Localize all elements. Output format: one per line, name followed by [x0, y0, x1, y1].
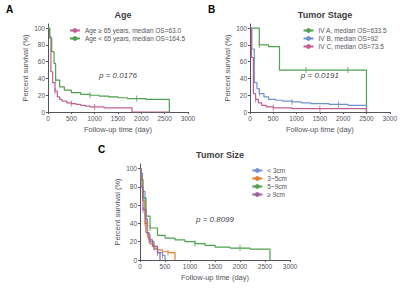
svg-text:IV A, median OS=633.5: IV A, median OS=633.5	[319, 27, 387, 34]
svg-text:A: A	[6, 4, 13, 15]
svg-text:p = 0.0176: p = 0.0176	[98, 71, 138, 80]
svg-text:0: 0	[133, 257, 137, 264]
svg-text:≥ 9cm: ≥ 9cm	[267, 191, 285, 198]
svg-text:3000: 3000	[181, 115, 196, 122]
svg-text:2500: 2500	[258, 263, 273, 270]
svg-text:B: B	[208, 4, 215, 15]
svg-text:1500: 1500	[111, 115, 126, 122]
svg-text:100: 100	[236, 25, 247, 32]
svg-text:Tumor Size: Tumor Size	[196, 150, 244, 160]
svg-text:100: 100	[126, 165, 137, 172]
svg-text:IV C, median OS=73.5: IV C, median OS=73.5	[319, 43, 385, 50]
svg-text:0: 0	[248, 115, 252, 122]
svg-text:2000: 2000	[233, 263, 248, 270]
svg-text:40: 40	[38, 75, 46, 82]
svg-text:100: 100	[34, 25, 45, 32]
svg-text:500: 500	[66, 115, 77, 122]
svg-text:5~9cm: 5~9cm	[267, 183, 287, 190]
svg-text:Follow-up time (day): Follow-up time (day)	[181, 273, 249, 282]
svg-text:Follow-up time (day): Follow-up time (day)	[286, 125, 354, 134]
svg-text:0: 0	[46, 115, 50, 122]
svg-text:1500: 1500	[313, 115, 328, 122]
svg-text:3~5cm: 3~5cm	[267, 175, 287, 182]
svg-text:IV B, median OS=92: IV B, median OS=92	[319, 35, 379, 42]
svg-text:p = 0.8099: p = 0.8099	[195, 215, 235, 224]
svg-text:Follow-up time (day): Follow-up time (day)	[84, 125, 152, 134]
svg-text:Age < 65 years, median OS=164.: Age < 65 years, median OS=164.5	[85, 35, 185, 43]
svg-text:0: 0	[243, 109, 247, 116]
svg-text:1000: 1000	[87, 115, 102, 122]
svg-text:Percent survival (%): Percent survival (%)	[21, 34, 30, 102]
svg-text:60: 60	[130, 202, 138, 209]
svg-text:3000: 3000	[283, 263, 298, 270]
svg-text:1000: 1000	[289, 115, 304, 122]
svg-text:80: 80	[130, 183, 138, 190]
svg-text:Age ≥ 65 years, median OS=63.0: Age ≥ 65 years, median OS=63.0	[85, 27, 182, 35]
svg-text:20: 20	[240, 92, 248, 99]
svg-text:80: 80	[38, 41, 46, 48]
svg-text:60: 60	[240, 58, 248, 65]
svg-text:2000: 2000	[336, 115, 351, 122]
svg-text:3000: 3000	[383, 115, 398, 122]
svg-text:< 3cm: < 3cm	[267, 167, 285, 174]
svg-text:0: 0	[41, 109, 45, 116]
svg-text:2500: 2500	[157, 115, 172, 122]
svg-text:40: 40	[240, 75, 248, 82]
svg-text:500: 500	[160, 263, 171, 270]
svg-text:40: 40	[130, 220, 138, 227]
svg-text:20: 20	[38, 92, 46, 99]
svg-text:C: C	[98, 144, 105, 155]
svg-text:Percent survival (%): Percent survival (%)	[113, 178, 122, 246]
svg-text:2500: 2500	[359, 115, 374, 122]
svg-text:500: 500	[268, 115, 279, 122]
svg-text:1500: 1500	[208, 263, 223, 270]
svg-text:2000: 2000	[134, 115, 149, 122]
svg-text:1000: 1000	[183, 263, 198, 270]
svg-text:Tumor Stage: Tumor Stage	[298, 10, 352, 20]
svg-text:Age: Age	[114, 10, 131, 20]
svg-text:80: 80	[240, 41, 248, 48]
svg-text:20: 20	[130, 238, 138, 245]
svg-text:Percent survival (%): Percent survival (%)	[223, 34, 232, 102]
svg-text:p = 0.0191: p = 0.0191	[300, 71, 339, 80]
svg-text:60: 60	[38, 58, 46, 65]
svg-text:0: 0	[138, 263, 142, 270]
